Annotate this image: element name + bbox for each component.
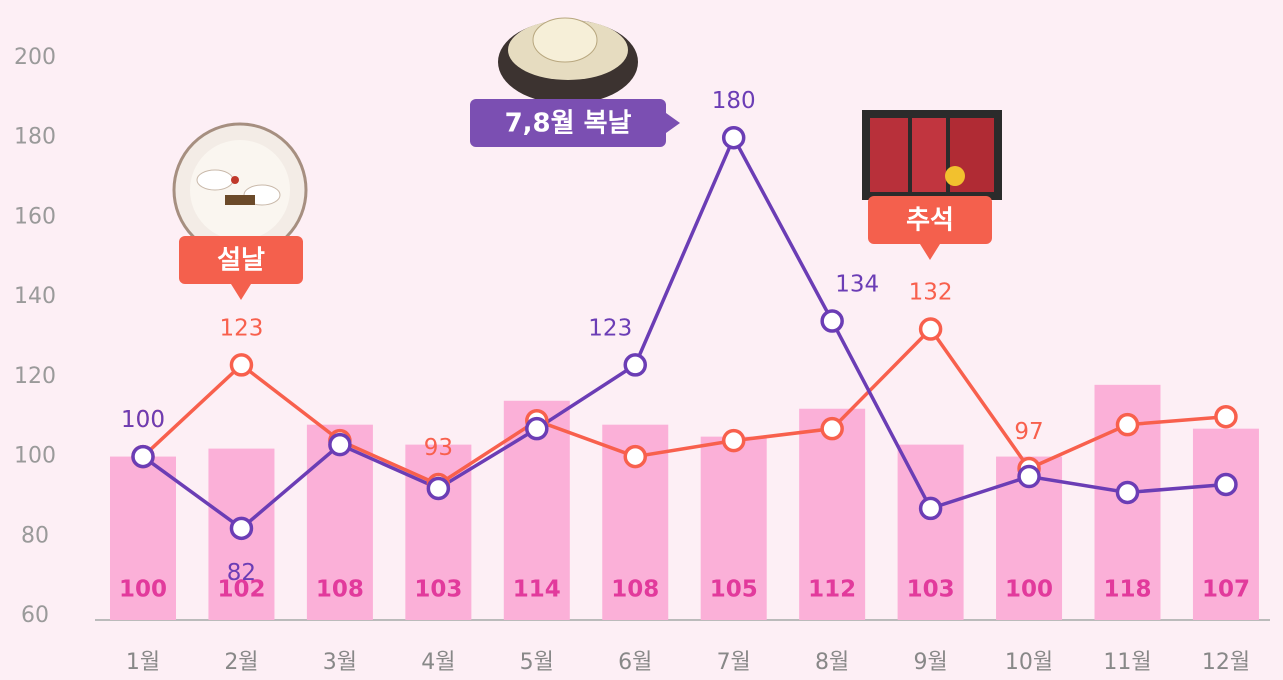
bar-label: 108: [316, 577, 364, 603]
point: [623, 444, 647, 469]
annotation-pointer: [920, 244, 940, 260]
annotation-badge: [179, 236, 303, 284]
bar: [306, 424, 373, 620]
x-tick-label: 9월: [913, 650, 947, 675]
point: [1017, 464, 1041, 489]
point: [1115, 480, 1140, 505]
y-tick-label: 200: [14, 45, 56, 70]
value-label: 123: [219, 315, 263, 341]
annotation-pointer: [231, 284, 251, 300]
value-label: 100: [121, 407, 165, 433]
annotation: 7,8월 복날: [470, 99, 680, 147]
illustration-samgyetang: [498, 17, 638, 104]
point: [820, 416, 844, 441]
bar: [799, 408, 866, 620]
value-label: 97: [1014, 419, 1043, 445]
illustration-tteokguk: [172, 122, 308, 258]
y-tick-label: 100: [14, 444, 56, 469]
y-tick-label: 160: [14, 204, 56, 229]
bar-label: 103: [907, 577, 955, 603]
x-tick-label: 4월: [421, 650, 455, 675]
point: [525, 416, 549, 441]
bar-label: 108: [611, 577, 659, 603]
bar-label: 112: [808, 577, 856, 603]
annotation-text: 7,8월 복날: [505, 109, 632, 139]
x-tick-label: 2월: [224, 650, 258, 675]
x-tick-label: 8월: [815, 650, 849, 675]
value-label: 100: [121, 407, 165, 433]
point: [1115, 412, 1140, 437]
bar: [110, 456, 176, 620]
bar-label: 103: [414, 577, 462, 603]
point: [229, 353, 254, 377]
bar-label: 107: [1202, 577, 1250, 603]
x-tick-label: 3월: [323, 650, 357, 675]
annotation: 추석: [868, 196, 992, 260]
point: [426, 476, 451, 501]
bar-label: 102: [217, 577, 265, 603]
value-label: 82: [227, 560, 256, 586]
annotation-text: 추석: [906, 206, 954, 236]
annotation: 설날: [179, 236, 303, 300]
bar: [1192, 428, 1259, 620]
value-label: 180: [712, 88, 756, 114]
x-tick-label: 10월: [1005, 650, 1053, 675]
line: [141, 326, 1227, 487]
point: [1214, 404, 1238, 429]
x-tick-label: 5월: [520, 650, 554, 675]
point: [721, 125, 746, 150]
annotation-badge: [868, 196, 992, 244]
annotation-pointer: [666, 113, 680, 133]
value-label: 134: [835, 272, 879, 298]
point: [623, 353, 647, 377]
point: [229, 516, 254, 541]
point: [918, 496, 943, 521]
y-tick-label: 80: [21, 523, 49, 548]
bar: [897, 444, 964, 620]
point: [721, 428, 746, 453]
bar-label: 105: [710, 577, 758, 603]
y-tick-label: 180: [14, 125, 56, 150]
bar-label: 100: [119, 577, 167, 603]
illustration-beef: [862, 110, 1002, 200]
bar-label: 118: [1103, 577, 1151, 603]
line: [141, 133, 1227, 531]
y-tick-label: 140: [14, 284, 56, 309]
value-label: 132: [909, 280, 953, 306]
point: [1214, 472, 1238, 497]
bar-label: 114: [513, 577, 561, 603]
annotation-badge: [470, 99, 666, 147]
point: [820, 309, 844, 333]
y-tick-label: 120: [14, 364, 56, 389]
bar: [700, 436, 767, 620]
point: [131, 444, 155, 469]
x-tick-label: 1월: [126, 650, 160, 675]
point: [328, 432, 352, 457]
x-tick-label: 7월: [717, 650, 751, 675]
bar-label: 100: [1005, 577, 1053, 603]
x-tick-label: 12월: [1202, 650, 1250, 675]
value-label: 93: [424, 435, 453, 461]
y-tick-label: 60: [21, 603, 49, 628]
point: [918, 317, 943, 341]
annotation-text: 설날: [217, 246, 265, 276]
x-tick-label: 11월: [1103, 650, 1151, 675]
x-tick-label: 6월: [618, 650, 652, 675]
value-label: 123: [588, 315, 632, 341]
